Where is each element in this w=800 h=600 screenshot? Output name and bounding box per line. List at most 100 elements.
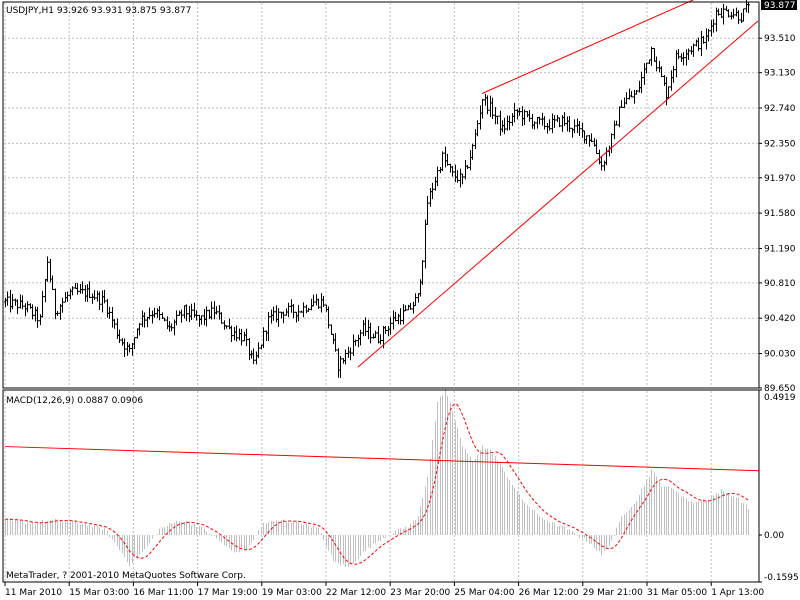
ohlc-bar — [16, 299, 19, 315]
ohlc-bar — [113, 319, 116, 329]
ohlc-bar — [11, 294, 14, 310]
current-price-label: 93.877 — [764, 1, 796, 11]
ohlc-bar — [200, 315, 203, 325]
ohlc-bar — [133, 337, 136, 350]
ohlc-bar — [436, 166, 439, 187]
ohlc-bar — [523, 109, 526, 125]
ohlc-bar — [553, 115, 556, 128]
price-tick-label: 92.350 — [764, 139, 796, 149]
macd-axis: 0.4919 0.00 -0.1595 — [759, 389, 799, 583]
ohlc-bar — [170, 323, 173, 332]
macd-tick-label: 0.00 — [764, 531, 784, 541]
ohlc-bar — [374, 330, 377, 338]
price-tick-label: 93.510 — [764, 34, 796, 44]
price-trendline[interactable] — [481, 0, 758, 94]
ohlc-bar — [568, 115, 571, 133]
ohlc-bar — [71, 286, 74, 296]
macd-tick-label: -0.1595 — [764, 573, 799, 583]
ohlc-bar — [548, 119, 551, 131]
ohlc-bar — [185, 304, 188, 322]
ohlc-bar — [747, 2, 750, 14]
time-tick-label: 19 Mar 03:00 — [262, 588, 322, 598]
ohlc-bar — [158, 306, 161, 321]
ohlc-bar — [339, 355, 342, 378]
copyright-text: MetaTrader, ? 2001-2010 MetaQuotes Softw… — [6, 571, 246, 581]
price-tick-label: 91.970 — [764, 174, 796, 184]
price-tick-label: 90.030 — [764, 350, 796, 360]
ohlc-bar — [287, 302, 290, 318]
ohlc-bar — [528, 110, 531, 122]
ohlc-bar — [508, 115, 511, 131]
ohlc-bar — [404, 305, 407, 312]
ohlc-bar — [585, 135, 588, 145]
ohlc-bar — [441, 151, 444, 172]
ohlc-bar — [625, 92, 628, 105]
price-trendlines[interactable] — [357, 0, 759, 368]
ohlc-bar — [322, 295, 325, 307]
ohlc-bar — [297, 304, 300, 322]
ohlc-bar — [466, 164, 469, 169]
ohlc-bar — [302, 302, 305, 318]
price-tick-label: 91.580 — [764, 209, 796, 219]
ohlc-bar — [277, 308, 280, 327]
ohlc-bar — [476, 120, 479, 137]
ohlc-bar — [672, 66, 675, 83]
ohlc-bar — [230, 325, 233, 342]
time-tick-label: 29 Mar 21:00 — [583, 588, 643, 598]
ohlc-bar — [620, 99, 623, 108]
ohlc-bar — [163, 317, 166, 322]
ohlc-bar — [235, 325, 238, 342]
ohlc-bar — [317, 298, 320, 309]
ohlc-bar — [143, 312, 146, 328]
ohlc-bar — [677, 49, 680, 60]
time-tick-label: 31 Mar 05:00 — [647, 588, 707, 598]
ohlc-bar — [334, 333, 337, 352]
ohlc-bar — [486, 95, 489, 115]
ohlc-bar — [518, 107, 521, 116]
ohlc-bar — [379, 334, 382, 345]
ohlc-bar — [118, 329, 121, 344]
ohlc-bar — [461, 173, 464, 185]
ohlc-bar — [6, 291, 9, 306]
time-tick-label: 1 Apr 13:00 — [711, 588, 764, 598]
ohlc-bar — [451, 166, 454, 177]
ohlc-bar — [394, 311, 397, 322]
ohlc-bar — [245, 328, 248, 347]
ohlc-bar — [426, 195, 429, 225]
ohlc-bar — [257, 342, 260, 359]
ohlc-bar — [702, 35, 705, 44]
time-tick-label: 23 Mar 20:00 — [390, 588, 450, 598]
time-axis: 11 Mar 2010 15 Mar 03:00 16 Mar 11:00 17 Ma… — [4, 582, 764, 598]
ohlc-bar — [98, 291, 101, 311]
ohlc-bar — [103, 289, 106, 304]
ohlc-bar — [88, 281, 91, 299]
ohlc-bar — [46, 256, 49, 282]
ohlc-bar — [742, 8, 745, 22]
ohlc-bar — [543, 116, 546, 130]
ohlc-bar — [558, 117, 561, 128]
ohlc-bar — [687, 48, 690, 61]
ohlc-bar — [491, 97, 494, 120]
ohlc-bar — [660, 66, 663, 78]
ohlc-bar — [175, 310, 178, 326]
ohlc-bar — [344, 349, 347, 365]
ohlc-bar — [640, 71, 643, 94]
time-tick-label: 25 Mar 04:00 — [454, 588, 514, 598]
ohlc-bar — [369, 322, 372, 344]
price-tick-label: 93.130 — [764, 69, 796, 79]
ohlc-bar — [712, 19, 715, 33]
price-trendline[interactable] — [357, 20, 759, 368]
macd-trendline[interactable] — [4, 446, 760, 472]
ohlc-bar — [655, 56, 658, 72]
ohlc-bar — [682, 52, 685, 66]
ohlc-bar — [692, 43, 695, 57]
ohlc-bar — [737, 10, 740, 25]
current-price-marker — [761, 0, 797, 10]
ohlc-bar — [732, 8, 735, 19]
ohlc-bar — [578, 120, 581, 137]
price-tick-label: 91.190 — [764, 244, 796, 254]
ohlc-bar — [81, 281, 84, 294]
ohlc-bar — [727, 9, 730, 18]
ohlc-bar — [262, 327, 265, 348]
